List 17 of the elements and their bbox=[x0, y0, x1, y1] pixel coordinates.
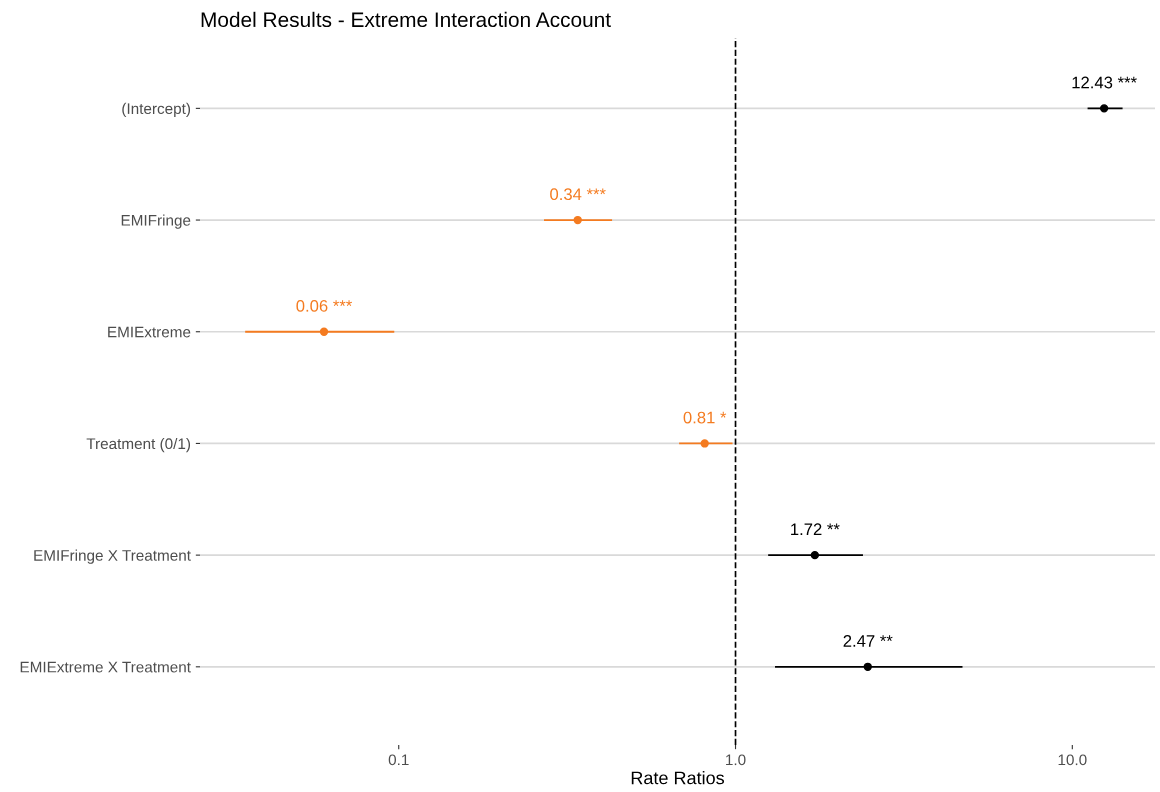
data-label: 2.47 ** bbox=[843, 635, 893, 647]
y-tick-label: EMIFringe bbox=[121, 214, 191, 229]
y-tick-label: EMIFringe X Treatment bbox=[34, 549, 191, 564]
data-label: 12.43 *** bbox=[1072, 76, 1137, 89]
y-tick-label: (Intercept) bbox=[122, 102, 191, 118]
chart-title: Model Results - Extreme Interaction Account bbox=[201, 11, 611, 28]
data-label: 1.72 ** bbox=[791, 523, 840, 535]
data-label: 0.81 * bbox=[683, 411, 727, 424]
data-label: 0.06 *** bbox=[296, 299, 353, 312]
y-tick-label: EMIExtreme bbox=[108, 326, 191, 338]
data-label: 0.34 *** bbox=[550, 188, 606, 201]
x-tick-label: 10.0 bbox=[1058, 754, 1087, 766]
y-tick-label: EMIExtreme X Treatment bbox=[20, 661, 191, 673]
x-tick-label: 1.0 bbox=[726, 754, 746, 766]
x-axis-title: Rate Ratios bbox=[631, 771, 725, 785]
y-tick-label: Treatment (0/1) bbox=[86, 437, 191, 453]
x-tick-label: 0.1 bbox=[388, 754, 409, 766]
